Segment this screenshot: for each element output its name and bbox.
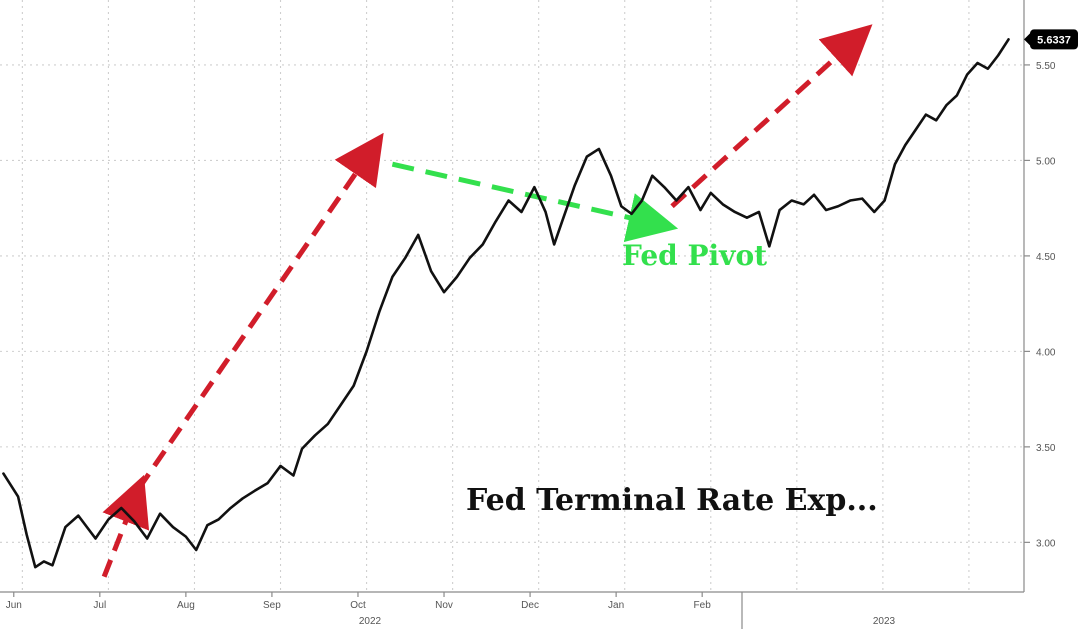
x-tick-label-9: Feb <box>694 600 712 611</box>
fed-terminal-rate-label: Fed Terminal Rate Exp... <box>466 483 878 518</box>
x-tick-label-7: Dec <box>521 600 539 611</box>
y-tick-label-3: 4.00 <box>1036 347 1056 358</box>
y-tick-label-2: 3.50 <box>1036 443 1056 454</box>
red-arrow-2 <box>136 132 384 491</box>
year-label-2023: 2023 <box>873 616 896 627</box>
x-tick-label-3: Aug <box>177 600 195 611</box>
terminal-rate-line <box>2 38 1010 569</box>
last-value-label: 5.6337 <box>1037 34 1071 46</box>
x-tick-label-1: Jun <box>6 600 22 611</box>
x-tick-label-6: Nov <box>435 600 453 611</box>
y-tick-label-6: 5.50 <box>1036 61 1056 72</box>
year-label-2022: 2022 <box>359 616 382 627</box>
last-value-badge-pointer <box>1024 33 1030 46</box>
y-tick-label-5: 5.00 <box>1036 156 1056 167</box>
y-tick-label-4: 4.50 <box>1036 252 1056 263</box>
y-tick-label-1: 3.00 <box>1036 538 1056 549</box>
red-arrow-3 <box>670 24 873 209</box>
x-tick-label-5: Oct <box>350 600 366 611</box>
x-tick-label-2: Jul <box>93 600 106 611</box>
green-arrow <box>391 161 679 243</box>
x-tick-label-4: Sep <box>263 600 281 611</box>
last-value-badge <box>1030 29 1078 50</box>
fed-pivot-label: Fed Pivot <box>622 239 767 272</box>
x-tick-label-8: Jan <box>608 600 624 611</box>
red-arrow-1 <box>101 474 150 578</box>
